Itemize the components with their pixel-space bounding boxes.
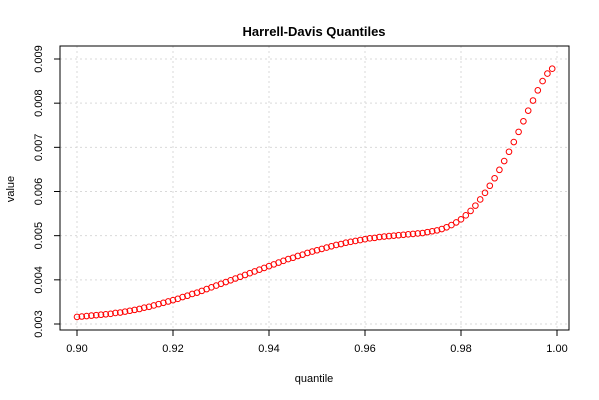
- data-point: [308, 248, 316, 255]
- y-tick-label: 0.005: [33, 222, 45, 250]
- data-point: [347, 238, 354, 246]
- data-point: [97, 311, 105, 319]
- y-tick-label: 0.009: [33, 45, 45, 73]
- data-point: [352, 237, 359, 245]
- data-point: [395, 231, 402, 239]
- x-axis: 0.90 0.92 0.94 0.96 0.98 1.00: [66, 329, 568, 355]
- data-point: [414, 230, 422, 237]
- x-tick-label: 1.00: [546, 343, 567, 355]
- data-point: [136, 305, 143, 313]
- data-point: [491, 174, 498, 182]
- data-point: [88, 312, 95, 319]
- data-point: [505, 148, 513, 156]
- data-point: [78, 313, 86, 320]
- data-point: [318, 245, 326, 253]
- data-point: [112, 309, 119, 317]
- y-axis: 0.003 0.004 0.005 0.006 0.007 0.008 0.009: [33, 45, 61, 338]
- data-point: [385, 232, 393, 240]
- y-tick-label: 0.007: [33, 134, 45, 162]
- x-tick-label: 0.90: [66, 343, 87, 355]
- data-point: [400, 231, 407, 239]
- y-tick-label: 0.006: [33, 178, 45, 206]
- data-point: [332, 241, 340, 249]
- data-point: [131, 306, 138, 314]
- data-point: [150, 302, 158, 309]
- data-point: [424, 228, 431, 236]
- data-point: [323, 244, 330, 251]
- chart-title: Harrell-Davis Quantiles: [242, 24, 385, 39]
- data-point: [404, 231, 412, 238]
- data-point: [366, 235, 374, 242]
- data-point: [73, 313, 81, 321]
- data-point: [476, 196, 484, 203]
- data-point: [371, 234, 378, 242]
- data-point: [390, 232, 398, 239]
- data-point: [428, 227, 436, 235]
- data-point: [510, 138, 518, 146]
- data-point: [529, 97, 537, 104]
- data-point: [361, 235, 369, 243]
- data-point: [544, 70, 551, 77]
- data-point: [448, 221, 455, 229]
- data-point: [419, 229, 426, 237]
- data-point: [515, 128, 522, 136]
- x-tick-label: 0.92: [162, 343, 183, 355]
- data-point: [462, 212, 470, 219]
- data-point: [433, 227, 441, 234]
- data-point: [342, 239, 350, 247]
- data-point: [102, 310, 110, 318]
- y-tick-label: 0.003: [33, 310, 45, 338]
- data-point: [520, 117, 527, 125]
- data-points: [73, 65, 556, 321]
- x-tick-label: 0.98: [450, 343, 471, 355]
- data-point: [534, 87, 542, 94]
- data-point: [188, 290, 196, 298]
- data-point: [313, 246, 321, 254]
- data-point: [83, 312, 90, 320]
- data-point: [116, 309, 124, 316]
- data-point: [356, 236, 364, 244]
- plot-frame: [59, 45, 570, 331]
- x-tick-label: 0.96: [354, 343, 375, 355]
- data-point: [155, 300, 162, 308]
- x-axis-label: quantile: [295, 373, 334, 385]
- data-point: [140, 304, 148, 311]
- data-point: [121, 308, 129, 315]
- data-point: [169, 296, 177, 304]
- data-point: [126, 307, 134, 315]
- data-point: [500, 157, 508, 165]
- y-tick-label: 0.004: [33, 266, 45, 294]
- data-point: [294, 252, 302, 260]
- data-point: [328, 242, 335, 250]
- data-point: [160, 299, 167, 307]
- data-point: [337, 240, 345, 248]
- data-point: [548, 65, 556, 73]
- y-axis-label: value: [5, 176, 17, 202]
- data-point: [164, 298, 172, 305]
- data-point: [179, 293, 186, 301]
- data-point: [486, 182, 494, 190]
- data-point: [304, 249, 311, 257]
- y-tick-label: 0.008: [33, 89, 45, 117]
- data-point: [481, 189, 489, 197]
- data-point: [457, 216, 465, 223]
- data-point: [472, 202, 479, 209]
- data-point: [496, 166, 503, 174]
- grid: [60, 46, 569, 330]
- data-point: [284, 255, 292, 263]
- data-point: [145, 303, 153, 311]
- data-point: [380, 233, 388, 240]
- data-point: [539, 77, 546, 85]
- data-point: [524, 107, 532, 114]
- x-tick-label: 0.94: [258, 343, 279, 355]
- data-point: [92, 311, 100, 319]
- data-point: [467, 207, 474, 215]
- data-point: [452, 219, 460, 226]
- data-point: [107, 310, 114, 318]
- data-point: [376, 233, 383, 241]
- data-point: [409, 230, 417, 238]
